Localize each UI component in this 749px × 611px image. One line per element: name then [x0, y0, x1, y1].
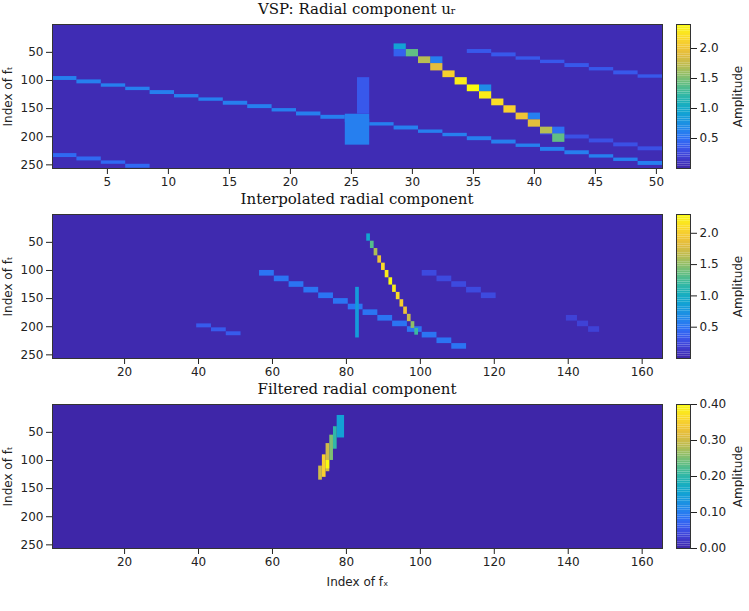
svg-text:60: 60	[265, 365, 280, 379]
svg-text:10: 10	[161, 175, 176, 189]
svg-text:Amplitude: Amplitude	[731, 256, 745, 318]
svg-text:Index of fₜ: Index of fₜ	[1, 257, 15, 317]
svg-text:20: 20	[117, 555, 132, 569]
svg-text:80: 80	[339, 555, 354, 569]
svg-text:50: 50	[649, 175, 664, 189]
svg-text:1.0: 1.0	[700, 289, 719, 303]
svg-text:40: 40	[191, 555, 206, 569]
svg-text:35: 35	[466, 175, 481, 189]
svg-text:40: 40	[191, 365, 206, 379]
svg-text:20: 20	[283, 175, 298, 189]
svg-text:160: 160	[631, 555, 654, 569]
svg-text:120: 120	[483, 555, 506, 569]
svg-text:Index of fₜ: Index of fₜ	[1, 67, 15, 127]
svg-text:5: 5	[104, 175, 112, 189]
svg-text:80: 80	[339, 365, 354, 379]
svg-text:100: 100	[21, 263, 44, 277]
svg-text:150: 150	[21, 101, 44, 115]
svg-text:150: 150	[21, 481, 44, 495]
svg-text:120: 120	[483, 365, 506, 379]
html-text:Filtered radial component: Filtered radial component	[257, 380, 457, 398]
svg-text:250: 250	[21, 158, 44, 172]
svg-text:0.20: 0.20	[700, 469, 727, 483]
svg-text:200: 200	[21, 130, 44, 144]
svg-text:50: 50	[28, 425, 43, 439]
svg-text:20: 20	[117, 365, 132, 379]
svg-text:Index of fₜ: Index of fₜ	[1, 447, 15, 507]
svg-text:0.5: 0.5	[700, 320, 719, 334]
svg-text:Amplitude: Amplitude	[731, 446, 745, 508]
html-text:Interpolated radial component: Interpolated radial component	[240, 190, 474, 208]
svg-text:50: 50	[28, 45, 43, 59]
svg-text:25: 25	[344, 175, 359, 189]
svg-text:Index of fₓ: Index of fₓ	[327, 575, 389, 589]
svg-text:1.5: 1.5	[700, 71, 719, 85]
svg-text:2.0: 2.0	[700, 226, 719, 240]
svg-text:250: 250	[21, 348, 44, 362]
svg-text:140: 140	[557, 555, 580, 569]
svg-text:45: 45	[588, 175, 603, 189]
svg-text:100: 100	[409, 365, 432, 379]
svg-text:150: 150	[21, 291, 44, 305]
svg-text:1.5: 1.5	[700, 257, 719, 271]
svg-text:1.0: 1.0	[700, 101, 719, 115]
svg-text:0.10: 0.10	[700, 505, 727, 519]
svg-text:30: 30	[405, 175, 420, 189]
svg-text:60: 60	[265, 555, 280, 569]
svg-text:100: 100	[21, 73, 44, 87]
svg-text:200: 200	[21, 510, 44, 524]
svg-text:Amplitude: Amplitude	[731, 66, 745, 128]
html-text:VSP: Radial component uᵣ: VSP: Radial component uᵣ	[257, 0, 457, 18]
svg-text:0.30: 0.30	[700, 433, 727, 447]
svg-text:140: 140	[557, 365, 580, 379]
svg-text:15: 15	[222, 175, 237, 189]
svg-text:40: 40	[527, 175, 542, 189]
svg-text:2.0: 2.0	[700, 41, 719, 55]
svg-text:100: 100	[21, 453, 44, 467]
svg-text:250: 250	[21, 538, 44, 552]
svg-text:0.5: 0.5	[700, 131, 719, 145]
svg-text:200: 200	[21, 320, 44, 334]
svg-text:160: 160	[631, 365, 654, 379]
svg-text:100: 100	[409, 555, 432, 569]
svg-text:0.40: 0.40	[700, 398, 727, 411]
svg-text:0.00: 0.00	[700, 541, 727, 555]
svg-text:50: 50	[28, 235, 43, 249]
